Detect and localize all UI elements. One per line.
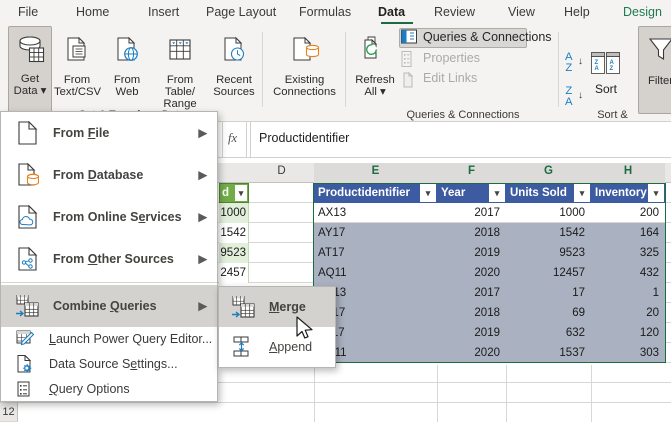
svg-text:A: A <box>595 66 600 72</box>
svg-text:Z: Z <box>610 66 614 72</box>
